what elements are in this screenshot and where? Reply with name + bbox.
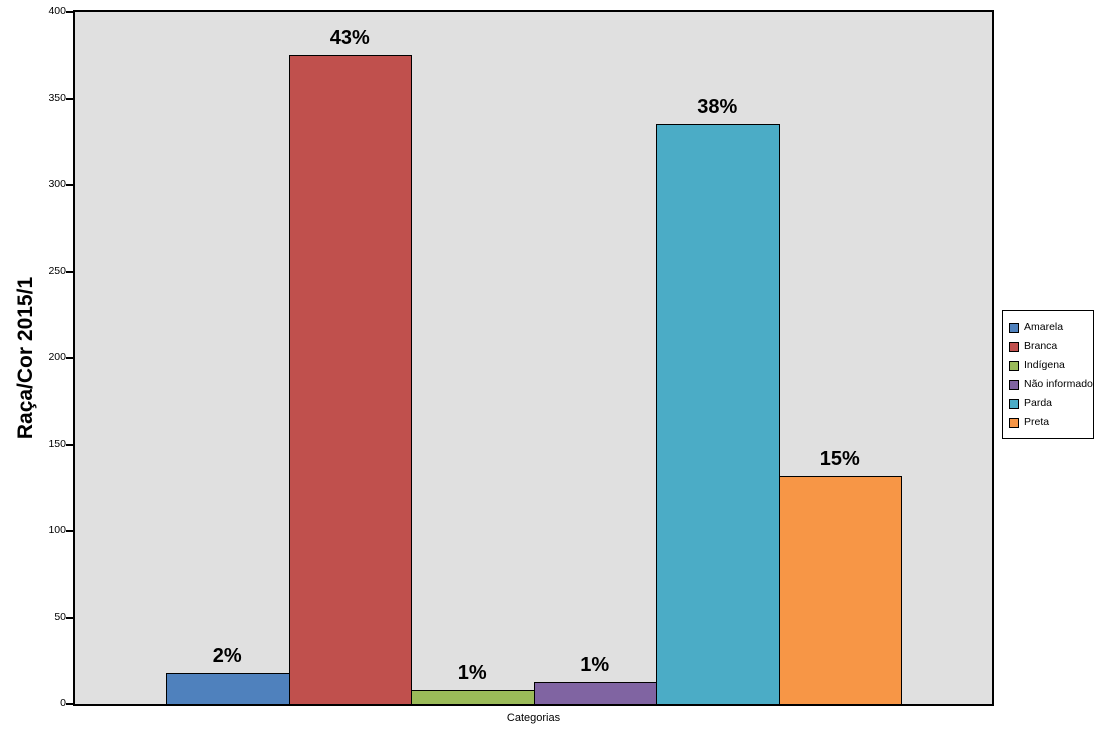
legend-swatch-nao-informado (1009, 379, 1019, 390)
y-tick-label-150: 150 (48, 437, 66, 450)
legend-item-nao-informado: Não informado (1009, 375, 1093, 394)
x-axis-title: Categorias (506, 712, 561, 724)
y-tick-label-250: 250 (48, 264, 66, 277)
bar-label-amarela: 2% (212, 644, 242, 667)
y-tick-label-400: 400 (48, 5, 66, 17)
legend-swatch-branca (1009, 341, 1019, 352)
legend: Amarela Branca Indígena Não informado Parda P… (1002, 310, 1094, 439)
legend-item-preta: Preta (1009, 413, 1088, 432)
y-tick-200 (66, 357, 74, 359)
y-tick-250 (66, 270, 74, 273)
legend-swatch-indigena (1009, 360, 1019, 371)
legend-label-amarela: Amarela (1024, 321, 1064, 333)
plot-area: 2% 43% 1% 1% 38% 15% (66, 10, 994, 706)
bar-label-nao-informado: 1% (580, 653, 610, 676)
y-tick-350 (66, 97, 74, 100)
bar-branca (288, 55, 412, 704)
y-tick-150 (66, 443, 74, 446)
bar-indigena (411, 690, 535, 704)
bar-nao-informado (533, 681, 657, 704)
y-tick-label-300: 300 (48, 178, 66, 190)
y-tick-400 (66, 11, 74, 13)
bar-label-parda: 38% (697, 96, 738, 119)
y-axis-tick-labels: 0 50 100 150 200 250 300 350 400 (0, 5, 66, 709)
y-tick-label-200: 200 (48, 351, 66, 363)
bar-label-branca: 43% (329, 27, 370, 50)
y-tick-label-50: 50 (54, 610, 66, 623)
legend-item-parda: Parda (1009, 394, 1088, 413)
y-tick-100 (66, 530, 74, 532)
legend-swatch-preta (1009, 417, 1019, 428)
legend-item-branca: Branca (1009, 337, 1088, 356)
y-tick-0 (66, 703, 74, 705)
bar-label-indigena: 1% (457, 662, 487, 685)
legend-label-indigena: Indígena (1024, 359, 1065, 371)
legend-label-nao-informado: Não informado (1024, 378, 1093, 390)
legend-item-amarela: Amarela (1009, 318, 1088, 337)
y-tick-label-0: 0 (60, 697, 66, 709)
y-tick-label-350: 350 (48, 91, 66, 104)
bar-amarela (166, 672, 290, 704)
bar-preta (778, 475, 902, 704)
y-tick-300 (66, 184, 74, 186)
legend-label-branca: Branca (1024, 340, 1058, 352)
legend-label-parda: Parda (1024, 397, 1053, 409)
legend-label-preta: Preta (1024, 416, 1050, 428)
legend-swatch-parda (1009, 398, 1019, 409)
bar-parda (656, 124, 780, 704)
legend-swatch-amarela (1009, 322, 1019, 333)
bar-label-preta: 15% (819, 447, 860, 470)
legend-item-indigena: Indígena (1009, 356, 1088, 375)
y-tick-50 (66, 616, 74, 619)
y-tick-label-100: 100 (48, 524, 66, 536)
